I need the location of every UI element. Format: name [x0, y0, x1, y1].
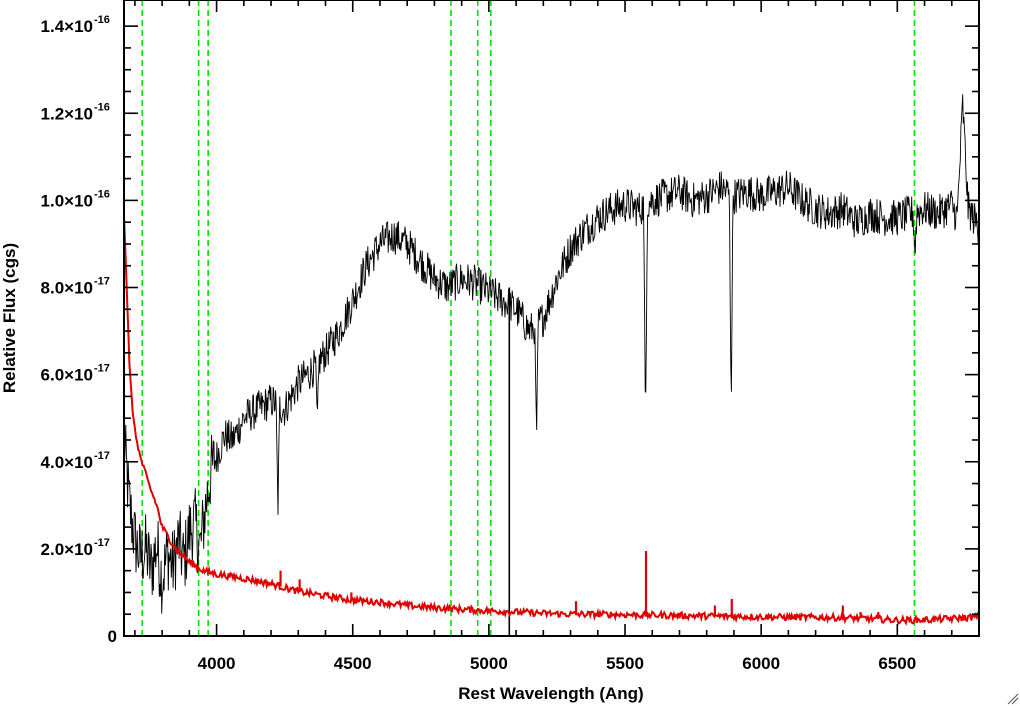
- spectrum-series: [124, 94, 979, 626]
- y-tick-label: 0: [108, 627, 117, 646]
- y-axis-ticks: 02.0×10 -174.0×10 -176.0×10 -178.0×10 -171.0…: [41, 14, 979, 646]
- plot-axes: [123, 0, 980, 637]
- y-tick-exponent: -17: [94, 276, 110, 288]
- observed-spectrum-line: [124, 94, 979, 614]
- y-tick-exponent: -16: [94, 14, 110, 26]
- x-axis-ticks: 4000 4500 5000 5500 6000 6500: [134, 0, 980, 673]
- x-tick-label: 5500: [606, 654, 644, 673]
- resize-grip-icon[interactable]: [1007, 693, 1019, 705]
- y-tick-label: 1.0×10: [41, 191, 93, 210]
- x-axis-title: Rest Wavelength (Ang): [458, 684, 643, 703]
- y-tick-label: 1.2×10: [41, 104, 93, 123]
- model-spectrum-line: [124, 216, 979, 626]
- y-tick-label: 2.0×10: [41, 540, 93, 559]
- reference-lines: [141, 0, 916, 636]
- x-tick-label: 5000: [470, 654, 508, 673]
- y-tick-label: 4.0×10: [41, 453, 93, 472]
- y-tick-label: 6.0×10: [41, 366, 93, 385]
- x-tick-label: 6000: [742, 654, 780, 673]
- x-tick-label: 6500: [878, 654, 916, 673]
- y-tick-exponent: -16: [94, 101, 110, 113]
- x-tick-label: 4500: [334, 654, 372, 673]
- x-tick-label: 4000: [198, 654, 236, 673]
- y-tick-exponent: -16: [94, 188, 110, 200]
- y-tick-exponent: -17: [94, 363, 110, 375]
- plot-frame: [123, 0, 980, 637]
- y-tick-label: 8.0×10: [41, 279, 93, 298]
- y-axis-title: Relative Flux (cgs): [0, 243, 19, 393]
- y-tick-label: 1.4×10: [41, 17, 93, 36]
- y-tick-exponent: -17: [94, 450, 110, 462]
- y-tick-exponent: -17: [94, 537, 110, 549]
